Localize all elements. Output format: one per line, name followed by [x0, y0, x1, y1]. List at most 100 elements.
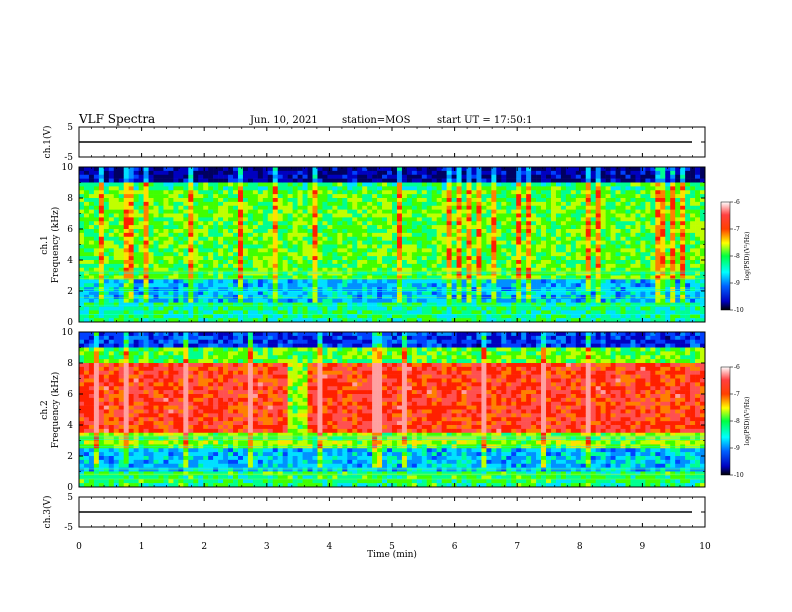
psd-cell	[213, 256, 219, 261]
psd-cell	[183, 298, 189, 303]
psd-cell	[242, 310, 249, 315]
psd-cell	[521, 271, 527, 276]
psd-cell	[108, 275, 115, 280]
psd-cell	[352, 225, 358, 230]
psd-cell	[118, 225, 125, 230]
psd-cell	[133, 260, 139, 265]
psd-cell	[451, 225, 457, 230]
psd-cell	[357, 186, 363, 191]
psd-cell	[307, 170, 313, 176]
psd-cell	[511, 306, 517, 311]
psd-cell	[695, 170, 701, 176]
psd-cell	[670, 194, 676, 199]
psd-cell	[536, 318, 542, 322]
psd-cell	[337, 213, 343, 218]
psd-cell	[570, 279, 577, 284]
psd-cell	[93, 225, 100, 230]
psd-cell	[228, 217, 234, 222]
psd-cell	[456, 283, 462, 288]
psd-cell	[680, 314, 686, 319]
psd-cell	[501, 213, 507, 218]
psd-cell	[93, 291, 100, 296]
psd-cell	[98, 248, 105, 253]
psd-cell	[580, 248, 587, 253]
psd-cell	[461, 279, 467, 284]
psd-cell	[377, 314, 383, 319]
psd-cell	[93, 314, 100, 319]
psd-cell	[456, 240, 462, 245]
psd-cell	[178, 186, 184, 191]
psd-cell	[272, 236, 279, 241]
psd-cell	[441, 244, 447, 249]
psd-cell	[233, 232, 239, 238]
psd-cell	[282, 186, 288, 191]
psd-cell	[486, 178, 492, 183]
psd-cell	[98, 236, 105, 241]
psd-cell	[233, 256, 239, 261]
psd-cell	[257, 174, 264, 179]
psd-cell	[317, 174, 323, 179]
psd-cell	[491, 248, 497, 253]
psd-cell	[466, 279, 472, 284]
psd-cell	[630, 294, 636, 300]
psd-cell	[451, 314, 457, 319]
psd-cell	[252, 205, 259, 210]
psd-cell	[262, 275, 269, 280]
psd-cell	[262, 314, 269, 319]
psd-cell	[695, 209, 701, 214]
psd-cell	[103, 178, 110, 183]
psd-cell	[79, 267, 85, 272]
psd-cell	[560, 283, 567, 288]
psd-cell	[396, 190, 403, 195]
psd-cell	[108, 170, 115, 176]
psd-cell	[327, 182, 333, 187]
psd-cell	[228, 306, 234, 311]
psd-cell	[203, 170, 209, 176]
psd-cell	[486, 267, 492, 272]
psd-cell	[471, 205, 477, 210]
psd-cell	[590, 252, 596, 257]
psd-cell	[436, 178, 442, 183]
psd-cell	[317, 194, 323, 199]
psd-cell	[218, 232, 224, 238]
psd-cell	[118, 271, 125, 276]
psd-cell	[610, 302, 616, 307]
psd-cell	[153, 240, 159, 245]
psd-cell	[193, 201, 199, 207]
psd-cell	[546, 256, 552, 261]
psd-cell	[292, 283, 298, 288]
psd-cell	[396, 283, 403, 288]
psd-cell	[496, 248, 502, 253]
psd-cell	[223, 248, 229, 253]
psd-cell	[506, 201, 512, 207]
psd-cell	[128, 314, 134, 319]
psd-cell	[580, 294, 587, 300]
psd-cell	[208, 170, 214, 176]
psd-cell	[342, 248, 348, 253]
psd-cell	[302, 298, 308, 303]
psd-cell	[218, 263, 224, 269]
psd-cell	[188, 298, 194, 303]
psd-cell	[312, 182, 318, 187]
psd-cell	[362, 221, 368, 226]
psd-cell	[362, 294, 368, 300]
psd-cell	[660, 294, 666, 300]
psd-cell	[287, 306, 293, 311]
psd-cell	[208, 182, 214, 187]
psd-cell	[555, 213, 562, 218]
psd-cell	[590, 275, 596, 280]
psd-cell	[387, 302, 393, 307]
psd-cell	[357, 240, 363, 245]
psd-cell	[546, 236, 552, 241]
psd-cell	[565, 190, 572, 195]
psd-cell	[113, 298, 120, 303]
psd-cell	[347, 201, 353, 207]
psd-cell	[193, 198, 199, 203]
psd-cell	[208, 229, 214, 234]
psd-cell	[680, 294, 686, 300]
psd-cell	[287, 248, 293, 253]
psd-cell	[183, 229, 189, 234]
psd-cell	[481, 198, 487, 203]
psd-cell	[332, 283, 338, 288]
psd-cell	[461, 263, 467, 269]
